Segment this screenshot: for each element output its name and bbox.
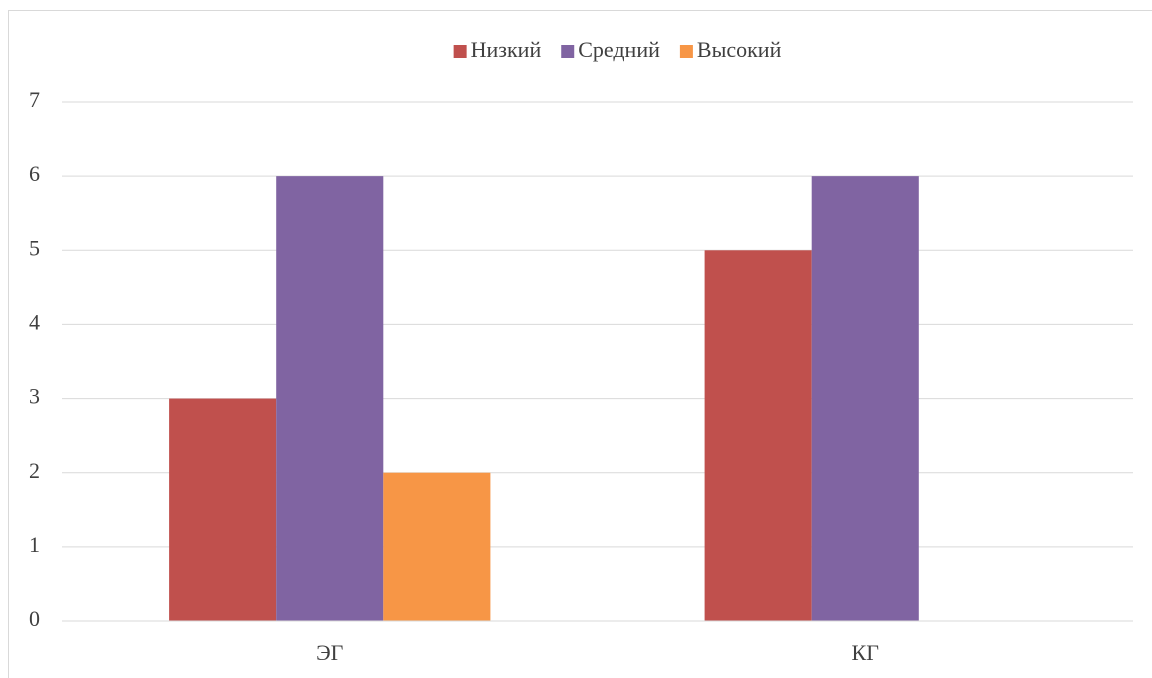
legend-swatch: [679, 45, 693, 58]
bar: [704, 250, 812, 622]
bar: [276, 176, 384, 621]
legend-label: Низкий: [471, 37, 542, 62]
y-tick-label: 0: [29, 606, 40, 631]
legend-item: Низкий: [453, 37, 542, 62]
y-tick-label: 2: [29, 458, 40, 483]
bar: [811, 176, 919, 621]
y-tick-label: 3: [29, 384, 40, 409]
x-tick-label: КГ: [852, 640, 880, 665]
y-tick-label: 6: [29, 161, 40, 186]
x-tick-label: ЭГ: [316, 640, 344, 665]
bar: [169, 398, 277, 621]
legend-swatch: [453, 45, 467, 58]
legend-label: Высокий: [697, 37, 782, 62]
y-tick-label: 4: [29, 309, 40, 334]
legend-swatch: [561, 45, 575, 58]
legend-item: Высокий: [679, 37, 782, 62]
bar: [383, 472, 491, 621]
legend-item: Средний: [561, 37, 660, 62]
y-tick-label: 7: [29, 87, 40, 112]
y-tick-label: 5: [29, 235, 40, 260]
legend-label: Средний: [578, 37, 660, 62]
y-tick-label: 1: [29, 532, 40, 557]
